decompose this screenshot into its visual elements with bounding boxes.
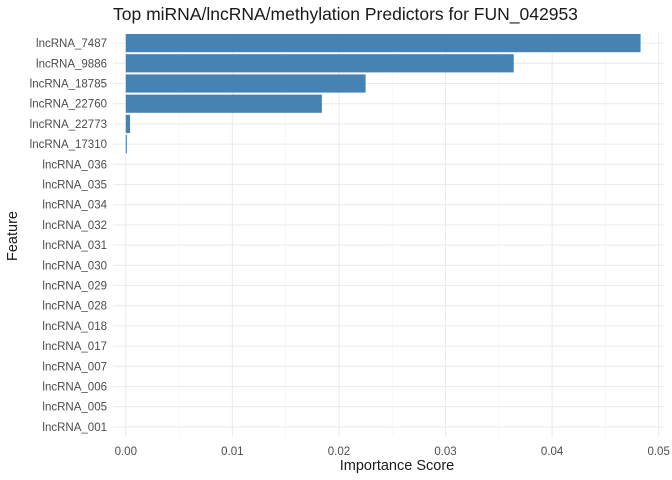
y-tick-label: lncRNA_9886 <box>36 58 107 70</box>
y-tick-label: lncRNA_034 <box>42 200 107 212</box>
y-tick-label: lncRNA_018 <box>42 321 107 333</box>
y-tick-label: lncRNA_17310 <box>30 139 107 151</box>
x-tick-label: 0.02 <box>328 446 350 458</box>
y-tick-label: lncRNA_031 <box>42 240 107 252</box>
x-tick-label: 0.03 <box>434 446 456 458</box>
y-tick-label: lncRNA_22760 <box>30 99 107 111</box>
y-tick-label: lncRNA_7487 <box>36 38 107 50</box>
grid-lines <box>113 33 664 437</box>
x-tick-labels: 0.00 0.01 0.02 0.03 0.04 0.05 <box>115 446 670 458</box>
bar-lncRNA_22773 <box>125 114 131 133</box>
y-tick-label: lncRNA_017 <box>42 341 107 353</box>
y-tick-label: lncRNA_006 <box>42 382 107 394</box>
bar-lncRNA_22760 <box>125 94 322 113</box>
y-tick-label: lncRNA_18785 <box>30 79 107 91</box>
y-tick-label: lncRNA_030 <box>42 260 107 272</box>
x-tick-label: 0.01 <box>221 446 243 458</box>
y-tick-label: lncRNA_001 <box>42 422 107 434</box>
y-tick-label: lncRNA_035 <box>42 180 107 192</box>
y-tick-label: lncRNA_22773 <box>30 119 107 131</box>
x-tick-label: 0.04 <box>541 446 564 458</box>
bar-lncRNA_17310 <box>125 135 127 154</box>
y-tick-label: lncRNA_028 <box>42 301 107 313</box>
y-tick-label: lncRNA_036 <box>42 159 107 171</box>
x-tick-label: 0.05 <box>647 446 669 458</box>
y-axis-title: Feature <box>5 211 21 261</box>
x-axis-title: Importance Score <box>340 458 454 474</box>
x-tick-label: 0.00 <box>115 446 137 458</box>
y-tick-label: lncRNA_005 <box>42 402 107 414</box>
y-tick-labels: lncRNA_7487 lncRNA_9886 lncRNA_18785 lncRNA… <box>30 38 108 434</box>
y-tick-label: lncRNA_007 <box>42 361 107 373</box>
chart-title: Top miRNA/lncRNA/methylation Predictors … <box>113 4 578 25</box>
bar-lncRNA_18785 <box>125 74 366 93</box>
y-tick-label: lncRNA_029 <box>42 281 107 293</box>
bar-lncRNA_9886 <box>125 54 514 73</box>
bars-group <box>125 34 641 154</box>
y-tick-label: lncRNA_032 <box>42 220 107 232</box>
bar-lncRNA_7487 <box>125 34 641 53</box>
